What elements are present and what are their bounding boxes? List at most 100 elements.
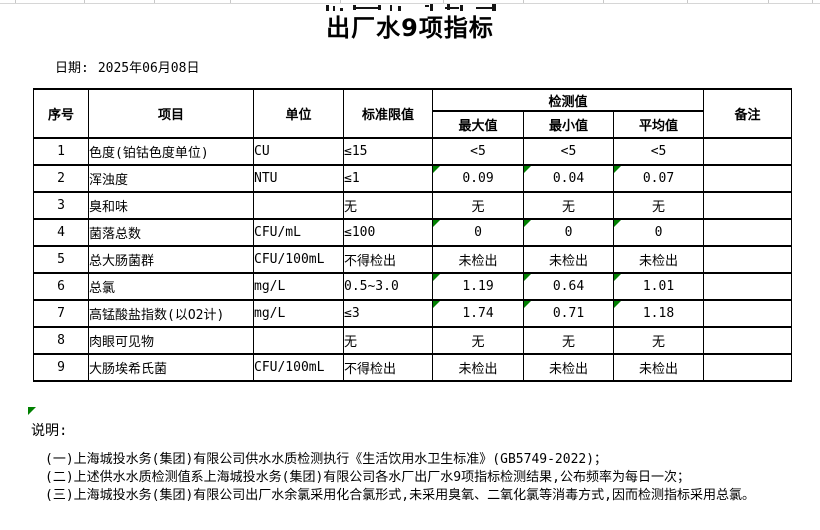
cell-min: 0.64 <box>523 272 614 301</box>
col-header-no: 序号 <box>33 88 89 139</box>
cell-avg: 无 <box>612 191 705 220</box>
cell-limit: ≤15 <box>343 137 433 166</box>
cell-remark <box>703 326 793 355</box>
table-row: 5 总大肠菌群 CFU/100mL 不得检出 未检出 未检出 未检出 <box>33 245 793 274</box>
indicators-table: 序号 项目 单位 标准限值 检测值 备注 最大值 最小值 平均值 1 色度(铂钴色… <box>33 88 793 382</box>
cell-remark <box>703 218 793 247</box>
table-body: 1 色度(铂钴色度单位) CU ≤15 <5 <5 <5 2 浑浊度 NTU ≤1 0.09 0.04 0… <box>33 137 793 382</box>
cell-unit: mg/L <box>253 272 344 301</box>
error-flag-triangle-icon <box>433 221 440 227</box>
cell-remark <box>703 164 793 193</box>
table-row: 4 菌落总数 CFU/mL ≤100 0 0 0 <box>33 218 793 247</box>
error-flag-triangle-icon <box>524 167 531 173</box>
clipped-glyph-fragment <box>476 7 496 9</box>
cell-max: 未检出 <box>432 245 524 274</box>
cell-min: 无 <box>523 191 614 220</box>
cell-limit: ≤3 <box>343 299 433 328</box>
cell-avg: 无 <box>612 326 705 355</box>
col-header-avg: 平均值 <box>612 110 705 139</box>
cell-avg: 1.01 <box>612 272 705 301</box>
cell-no: 3 <box>33 191 89 220</box>
cell-limit: 无 <box>343 326 433 355</box>
cell-max: 无 <box>432 326 524 355</box>
note-line: (二)上述供水水质检测值系上海城投水务(集团)有限公司各水厂出厂水9项指标检测结… <box>45 470 690 485</box>
cell-unit: CFU/mL <box>253 218 344 247</box>
cell-no: 7 <box>33 299 89 328</box>
error-flag-triangle-icon <box>433 302 440 308</box>
cell-item: 色度(铂钴色度单位) <box>88 137 254 166</box>
error-flag-triangle-icon <box>524 302 531 308</box>
col-header-item: 项目 <box>88 88 254 139</box>
clipped-glyph-fragment <box>492 4 496 11</box>
cell-max: 无 <box>432 191 524 220</box>
table-row: 2 浑浊度 NTU ≤1 0.09 0.04 0.07 <box>33 164 793 193</box>
table-row: 9 大肠埃希氏菌 CFU/100mL 不得检出 未检出 未检出 未检出 <box>33 353 793 382</box>
cell-unit: CU <box>253 137 344 166</box>
cell-item: 臭和味 <box>88 191 254 220</box>
cell-no: 9 <box>33 353 89 382</box>
clipped-glyph-fragment <box>460 5 463 11</box>
col-header-min: 最小值 <box>523 110 614 139</box>
gridline-tick <box>15 0 16 3</box>
cell-item: 高锰酸盐指数(以O2计) <box>88 299 254 328</box>
cell-remark <box>703 137 793 166</box>
clipped-glyph-fragment <box>390 5 392 11</box>
cell-min: <5 <box>523 137 614 166</box>
cell-limit: ≤1 <box>343 164 433 193</box>
gridline-tick <box>443 0 444 3</box>
date-label: 日期: <box>55 61 89 76</box>
error-flag-triangle-icon <box>433 275 440 281</box>
gridline-tick <box>603 0 604 3</box>
gridline-tick <box>768 0 769 3</box>
cell-avg: 未检出 <box>612 245 705 274</box>
cell-avg: 0 <box>612 218 705 247</box>
cell-no: 5 <box>33 245 89 274</box>
table-row: 3 臭和味无无无无 <box>33 191 793 220</box>
cell-remark <box>703 191 793 220</box>
cell-max: 1.19 <box>432 272 524 301</box>
cell-avg: 1.18 <box>612 299 705 328</box>
cell-no: 8 <box>33 326 89 355</box>
table-row: 1 色度(铂钴色度单位) CU ≤15 <5 <5 <5 <box>33 137 793 166</box>
cell-no: 1 <box>33 137 89 166</box>
cell-min: 未检出 <box>523 353 614 382</box>
note-line: (一)上海城投水务(集团)有限公司供水水质检测执行《生活饮用水卫生标准》(GB5… <box>45 452 608 467</box>
cell-min: 无 <box>523 326 614 355</box>
cell-item: 浑浊度 <box>88 164 254 193</box>
clipped-glyph-fragment <box>353 5 356 10</box>
header-row-2: 最大值 最小值 平均值 <box>34 110 792 139</box>
clipped-glyph-fragment <box>425 5 429 7</box>
gridline-tick <box>687 0 688 3</box>
error-flag-triangle-icon <box>614 167 621 173</box>
date-line: 日期: 2025年06月08日 <box>55 57 199 76</box>
clipped-glyph-fragment <box>326 5 329 11</box>
cell-remark <box>703 245 793 274</box>
table-row: 8 肉眼可见物无无无无 <box>33 326 793 355</box>
cell-max: <5 <box>432 137 524 166</box>
gridline-horizontal <box>0 3 820 4</box>
col-header-max: 最大值 <box>432 110 524 139</box>
table-row: 6 总氯 mg/L 0.5~3.0 1.19 0.64 1.01 <box>33 272 793 301</box>
cell-remark <box>703 299 793 328</box>
cell-min: 未检出 <box>523 245 614 274</box>
error-flag-triangle-icon <box>614 302 621 308</box>
header-row-1: 序号 项目 单位 标准限值 检测值 备注 <box>33 88 793 139</box>
cell-avg: 0.07 <box>612 164 705 193</box>
cell-no: 2 <box>33 164 89 193</box>
gridline-tick <box>812 0 813 3</box>
cell-item: 大肠埃希氏菌 <box>88 353 254 382</box>
cell-unit: mg/L <box>253 299 344 328</box>
cell-limit: 不得检出 <box>343 245 433 274</box>
page-title: 出厂水9项指标 <box>326 14 494 42</box>
cell-limit: ≤100 <box>343 218 433 247</box>
notes-block: (一)上海城投水务(集团)有限公司供水水质检测执行《生活饮用水卫生标准》(GB5… <box>45 451 755 505</box>
cell-item: 肉眼可见物 <box>88 326 254 355</box>
cell-avg: 未检出 <box>612 353 705 382</box>
table-row: 7 高锰酸盐指数(以O2计) mg/L ≤3 1.74 0.71 1.18 <box>33 299 793 328</box>
cell-no: 6 <box>33 272 89 301</box>
cell-unit <box>253 191 344 220</box>
cell-unit: CFU/100mL <box>253 353 344 382</box>
gridline-tick <box>340 0 341 3</box>
cell-max: 未检出 <box>432 353 524 382</box>
